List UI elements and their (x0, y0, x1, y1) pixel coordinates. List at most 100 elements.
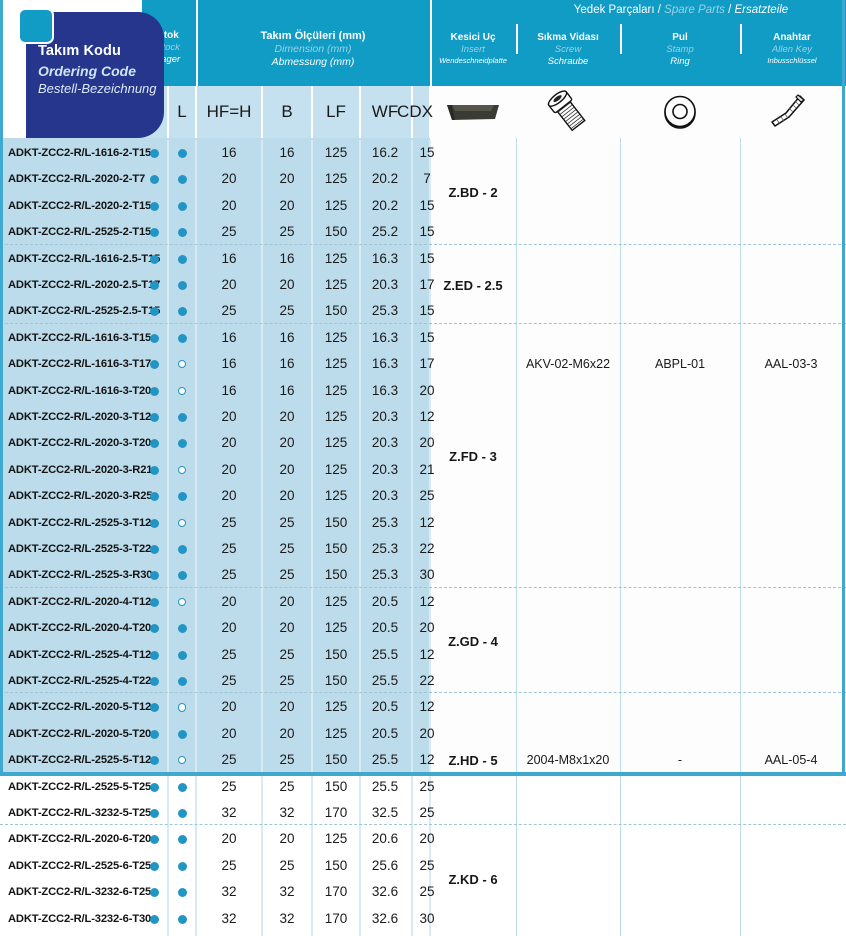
insert-code-cell: Z.ED - 2.5 (443, 277, 503, 293)
table-row: ADKT-ZCC2-R/L-2020-2-T15 20 20 125 20.2 15 (0, 193, 435, 219)
cell-b: 16 (279, 250, 295, 266)
row-ordering-code: ADKT-ZCC2-R/L-1616-3-T17 (8, 358, 152, 371)
cell-hf: 32 (221, 910, 237, 926)
ring-icon (664, 95, 696, 129)
cell-cdx: 12 (419, 752, 435, 768)
header-band (140, 0, 846, 86)
row-ordering-code: ADKT-ZCC2-R/L-2020-2.5-T17 (8, 279, 161, 291)
insert-code-cell: Z.BD - 2 (448, 185, 498, 201)
stock-dot-r (150, 835, 159, 845)
cell-cdx: 17 (419, 277, 435, 292)
cell-wf: 20.3 (371, 435, 399, 451)
cell-wf: 25.3 (371, 567, 399, 583)
cell-hf: 20 (221, 488, 237, 504)
table-row: ADKT-ZCC2-R/L-2525-3-T12 25 25 150 25.3 12 (0, 510, 435, 536)
cell-hf: 32 (221, 884, 237, 900)
cell-wf: 25.5 (371, 778, 399, 794)
column-rule (195, 140, 197, 936)
cell-lf: 125 (324, 409, 348, 424)
cell-cdx: 20 (419, 725, 435, 741)
stock-dot-r (150, 624, 159, 634)
stock-dot-r (150, 201, 159, 211)
cell-hf: 25 (221, 514, 237, 530)
table-row: ADKT-ZCC2-R/L-2020-2.5-T17 20 20 125 20.3 17 (0, 272, 435, 298)
table-row: ADKT-ZCC2-R/L-3232-6-T25 32 32 170 32.6 25 (0, 879, 435, 905)
cell-b: 20 (279, 171, 295, 187)
row-ordering-code: ADKT-ZCC2-R/L-3232-6-T30 (8, 912, 152, 925)
col-header-cdx: CDX (397, 102, 433, 121)
stock-de: Lager (155, 53, 181, 65)
cell-cdx: 12 (419, 646, 435, 662)
table-row: ADKT-ZCC2-R/L-1616-3-T20 16 16 125 16.3 20 (0, 378, 435, 404)
cell-lf: 150 (324, 567, 348, 583)
cell-b: 20 (279, 461, 295, 477)
stamp-tr: Pul (672, 32, 688, 43)
cell-hf: 20 (221, 593, 237, 609)
stock-dot-r (150, 756, 159, 766)
cell-b: 25 (279, 646, 295, 662)
row-ordering-code: ADKT-ZCC2-R/L-2525-2-T15 (8, 226, 152, 239)
stock-dot-l (178, 465, 187, 474)
stamp-code-cell: - (677, 753, 683, 768)
table-row: ADKT-ZCC2-R/L-3232-6-T30 32 32 170 32.6 30 (0, 906, 435, 932)
dimension-tr: Takım Ölçüleri (mm) (260, 30, 366, 42)
stock-dot-l (178, 281, 187, 290)
row-ordering-code: ADKT-ZCC2-R/L-2525-3-T12 (8, 516, 152, 529)
cell-hf: 20 (221, 699, 237, 715)
cell-b: 16 (279, 145, 295, 160)
cell-wf: 25.5 (371, 752, 399, 768)
stock-dot-l (178, 677, 187, 686)
stamp-header: Pul Stamp Ring (622, 32, 738, 67)
insert-tr: Kesici Uç (450, 32, 496, 43)
insert-code-cell: Z.HD - 5 (448, 752, 498, 768)
spare-column-rule (516, 138, 518, 936)
row-ordering-code: ADKT-ZCC2-R/L-1616-2.5-T15 (8, 252, 161, 265)
column-rule (411, 140, 413, 936)
table-row: ADKT-ZCC2-R/L-1616-2-T15 16 16 125 16.2 15 (0, 140, 435, 166)
cell-hf: 20 (221, 831, 237, 847)
stock-dot-r (150, 439, 159, 449)
stock-dot-r (150, 360, 159, 370)
cell-lf: 150 (324, 752, 348, 768)
row-ordering-code: ADKT-ZCC2-R/L-2525-4-T22 (8, 675, 152, 687)
cell-b: 25 (279, 224, 295, 240)
stock-dot-l (178, 228, 187, 238)
stock-dot-l (178, 386, 187, 395)
table-row: ADKT-ZCC2-R/L-2020-3-T12 20 20 125 20.3 12 (0, 404, 435, 430)
cell-cdx: 12 (419, 699, 435, 715)
cell-b: 25 (279, 857, 295, 873)
col-header-hf: HF=H (206, 102, 252, 121)
stock-dot-r (150, 333, 159, 343)
cell-wf: 20.5 (371, 699, 399, 715)
cell-b: 20 (279, 593, 295, 609)
cell-wf: 20.5 (371, 593, 399, 609)
stock-header: Stok Stock Lager (142, 30, 194, 65)
cell-b: 25 (279, 514, 295, 530)
cell-lf: 125 (324, 593, 348, 609)
group-divider (0, 586, 846, 588)
group-divider (0, 692, 846, 694)
insert-de: Wendeschneidplatte (439, 55, 507, 65)
stock-dot-r (150, 861, 159, 871)
row-ordering-code: ADKT-ZCC2-R/L-2525-3-T22 (8, 543, 152, 555)
cell-b: 20 (279, 488, 295, 504)
stock-dot-r (150, 492, 159, 502)
insert-icon (447, 105, 499, 120)
cell-b: 25 (279, 778, 295, 794)
cell-lf: 125 (324, 277, 348, 292)
cell-wf: 16.3 (371, 250, 399, 266)
cell-lf: 125 (324, 356, 348, 372)
cell-hf: 25 (221, 303, 237, 319)
col-header-lf: LF (326, 102, 346, 121)
cell-wf: 16.3 (371, 329, 399, 345)
group-divider (0, 243, 846, 245)
cell-wf: 16.2 (371, 145, 399, 160)
table-row: ADKT-ZCC2-R/L-2020-2-T7 20 20 125 20.2 7 (0, 166, 431, 192)
stock-dot-l (178, 756, 187, 765)
cell-lf: 125 (324, 620, 348, 636)
cell-wf: 20.2 (371, 171, 399, 187)
stock-dot-l (178, 888, 187, 898)
table-row: ADKT-ZCC2-R/L-2020-6-T20 20 20 125 20.6 20 (0, 826, 435, 852)
allen-key-header: Anahtar Allen Key Inbusschlüssel (742, 32, 842, 65)
cell-lf: 150 (324, 514, 348, 530)
